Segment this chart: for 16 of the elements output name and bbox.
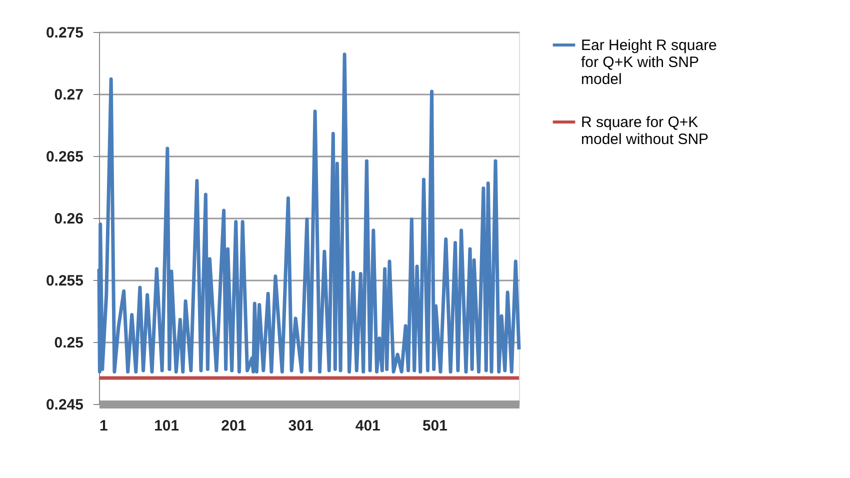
x-tick-label: 101 xyxy=(154,418,180,434)
y-tick-label: 0.27 xyxy=(54,86,84,104)
y-tick-label: 0.245 xyxy=(46,396,84,414)
line-series xyxy=(97,52,521,374)
legend-label: Ear Height R square for Q+K with SNP model xyxy=(581,37,717,88)
x-tick-label: 1 xyxy=(100,418,108,434)
y-tick-label: 0.25 xyxy=(54,334,84,352)
legend-label: R square for Q+K model without SNP xyxy=(581,114,709,148)
x-tick-label: 201 xyxy=(221,418,246,434)
x-tick-label: 301 xyxy=(288,418,314,434)
x-tick-label: 501 xyxy=(422,418,448,434)
x-tick-label: 401 xyxy=(355,418,380,434)
y-tick-label: 0.265 xyxy=(46,148,84,166)
y-tick-label: 0.275 xyxy=(46,24,84,42)
y-tick-label: 0.26 xyxy=(54,210,84,228)
y-tick-label: 0.255 xyxy=(46,272,84,290)
